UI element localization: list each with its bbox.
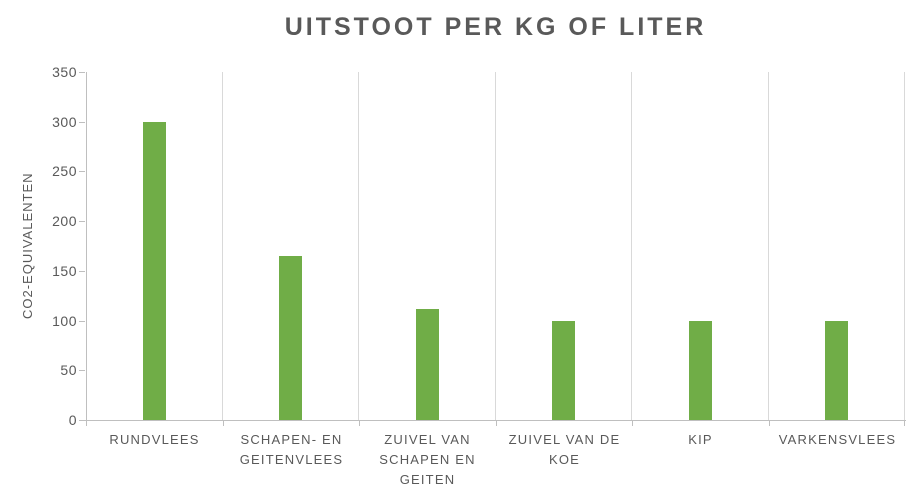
x-category-label-kip: KIP	[688, 432, 713, 447]
x-axis-line	[79, 420, 906, 421]
x-category-label-zuivel-van-schapen-en-geiten: ZUIVEL VAN SCHAPEN EN GEITEN	[379, 432, 476, 487]
vertical-gridline	[358, 72, 359, 420]
vertical-gridline	[768, 72, 769, 420]
chart-title: UITSTOOT PER KG OF LITER	[284, 13, 707, 41]
x-category-label-schapen-en-geitenvlees: SCHAPEN- EN GEITENVLEES	[239, 432, 344, 467]
x-axis-tick-mark	[359, 420, 360, 426]
x-category-label-rundvlees: RUNDVLEES	[109, 432, 200, 447]
x-category-label-varkensvlees: VARKENSVLEES	[778, 432, 897, 447]
bar-schapen-en-geitenvlees	[279, 256, 302, 420]
x-axis-tick-mark	[632, 420, 633, 426]
y-axis-line	[86, 72, 87, 421]
bar-kip	[689, 321, 712, 420]
x-axis-category-labels: RUNDVLEES SCHAPEN- EN GEITENVLEES ZUIVEL V…	[86, 430, 905, 494]
y-axis-tick-mark	[79, 321, 85, 322]
y-axis-tick-mark	[79, 122, 85, 123]
y-axis-tick-mark	[79, 171, 85, 172]
y-axis-tick-labels: 0 50 100 150 200 250 300 350	[0, 64, 77, 428]
y-tick-label: 150	[52, 263, 77, 279]
y-axis-tick-mark	[79, 72, 85, 73]
x-axis-tick-mark	[86, 420, 87, 426]
x-axis-tick-mark	[496, 420, 497, 426]
y-tick-label: 50	[60, 362, 77, 378]
y-axis-tick-mark	[79, 271, 85, 272]
plot-area	[79, 72, 905, 426]
bar-varkensvlees	[825, 321, 848, 420]
bar-rundvlees	[143, 122, 166, 420]
bar-zuivel-van-schapen-en-geiten	[416, 309, 439, 420]
y-tick-label: 250	[52, 163, 77, 179]
x-axis-tick-mark	[769, 420, 770, 426]
y-axis-tick-mark	[79, 370, 85, 371]
vertical-gridline	[222, 72, 223, 420]
x-category-label-zuivel-van-de-koe: ZUIVEL VAN DE KOE	[508, 432, 621, 467]
y-tick-label: 0	[68, 412, 77, 428]
bar-zuivel-van-de-koe	[552, 321, 575, 420]
x-axis-tick-mark	[223, 420, 224, 426]
y-tick-label: 200	[52, 213, 77, 229]
vertical-gridline	[904, 72, 905, 420]
y-tick-label: 350	[52, 64, 77, 80]
x-axis-tick-mark	[904, 420, 905, 426]
y-tick-label: 100	[52, 313, 77, 329]
vertical-gridline	[495, 72, 496, 420]
y-tick-label: 300	[52, 114, 77, 130]
vertical-gridline	[631, 72, 632, 420]
y-axis-tick-mark	[79, 221, 85, 222]
